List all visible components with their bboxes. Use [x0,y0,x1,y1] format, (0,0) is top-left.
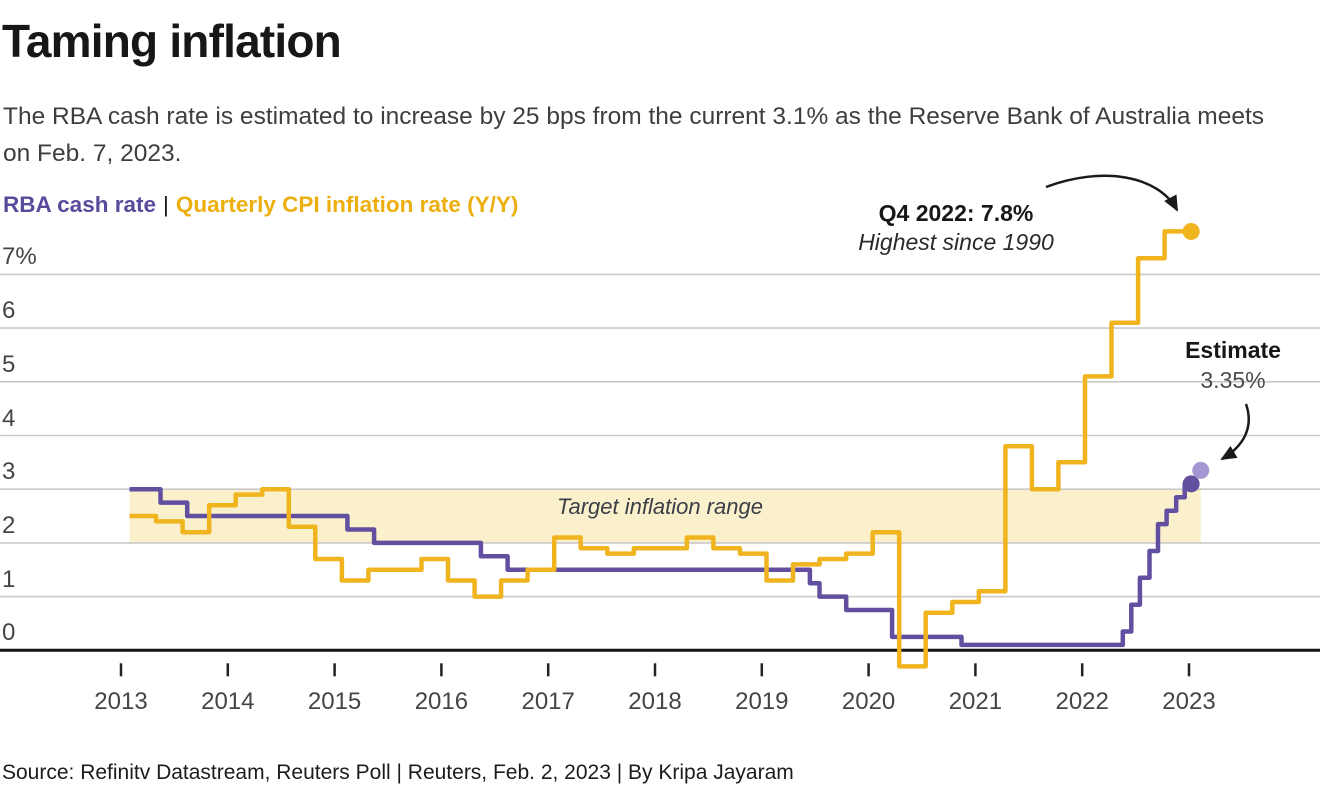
legend-rba-cash-rate: RBA cash rate [3,192,156,217]
rba-latest-dot [1182,475,1200,493]
cpi-latest-dot [1182,222,1200,240]
annotation-peak: Q4 2022: 7.8% Highest since 1990 [826,198,1086,257]
chart-legend: RBA cash rate | Quarterly CPI inflation ra… [3,192,518,218]
page-title: Taming inflation [2,15,342,67]
source-attribution: Source: Refinitv Datastream, Reuters Pol… [2,761,794,784]
annotation-estimate-label: Estimate [1185,337,1281,363]
annotation-peak-note: Highest since 1990 [858,229,1054,255]
estimate-arrow [1220,403,1250,461]
estimate-dot [1192,461,1210,479]
legend-separator: | [162,192,169,217]
annotation-estimate-value: 3.35% [1200,367,1266,393]
annotation-peak-value: Q4 2022: 7.8% [878,200,1034,226]
chart-subtitle: The RBA cash rate is estimated to increa… [3,103,1265,167]
cpi-inflation-line [129,229,1192,669]
target-band-label: Target inflation range [557,494,763,519]
legend-cpi-inflation: Quarterly CPI inflation rate (Y/Y) [175,192,519,217]
annotation-estimate: Estimate 3.35% [1143,335,1320,395]
peak-arrow [1045,174,1179,212]
rba-cash-rate-line [129,481,1192,648]
